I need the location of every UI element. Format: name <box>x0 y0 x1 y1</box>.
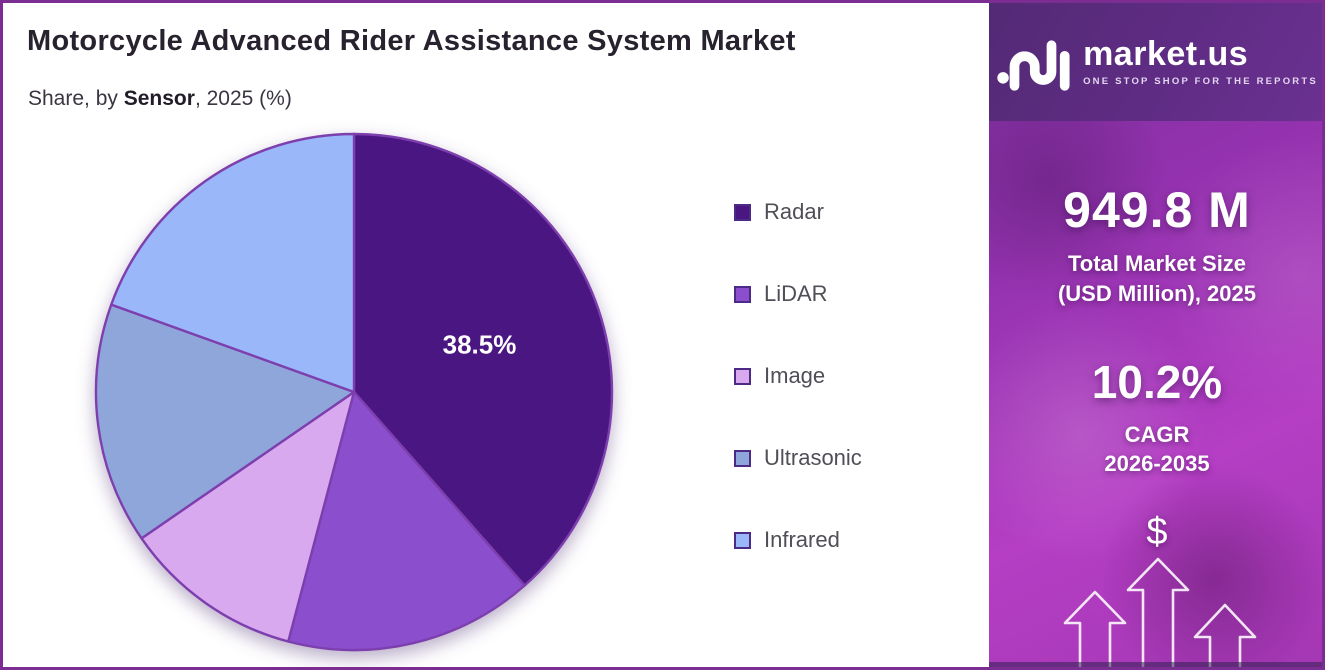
subtitle-prefix: Share, by <box>28 87 124 110</box>
legend-label: Infrared <box>764 527 840 552</box>
legend-swatch <box>734 449 751 467</box>
market-size-label: Total Market Size (USD Million), 2025 <box>989 249 1322 308</box>
pie-slice-ultrasonic <box>94 303 356 540</box>
legend-label: LiDAR <box>764 281 828 306</box>
dollar-icon: $ <box>1146 511 1168 553</box>
pie-slice-image <box>140 390 356 643</box>
sidebar-bottom-strip <box>989 662 1322 667</box>
legend-item-image: Image <box>734 363 862 389</box>
legend-swatch <box>734 285 751 303</box>
cagr-value: 10.2% <box>1091 356 1223 408</box>
pie-chart-svg: 38.5% <box>94 132 614 652</box>
legend-swatch <box>734 531 751 549</box>
market-size-label-line1: Total Market Size <box>1067 251 1247 276</box>
subtitle-emphasis: Sensor <box>123 87 195 110</box>
legend-item-radar: Radar <box>734 199 862 225</box>
brand-name: market.us <box>1083 35 1249 73</box>
legend-item-ultrasonic: Ultrasonic <box>734 445 862 471</box>
sidebar: market.us ONE STOP SHOP FOR THE REPORTS … <box>989 3 1322 667</box>
growth-arrows-graphic <box>1063 557 1257 667</box>
legend-swatch <box>734 367 751 385</box>
legend-swatch <box>734 203 751 221</box>
legend-item-lidar: LiDAR <box>734 281 862 307</box>
marketus-logo-icon <box>997 40 1070 91</box>
logo-band: market.us ONE STOP SHOP FOR THE REPORTS <box>989 3 1322 121</box>
brand-tagline: ONE STOP SHOP FOR THE REPORTS <box>1083 76 1318 87</box>
pie-slice-radar <box>352 132 614 587</box>
subtitle-suffix: , 2025 (%) <box>194 87 292 110</box>
pie-chart: 38.5% <box>87 125 621 659</box>
legend-item-infrared: Infrared <box>734 527 862 553</box>
chart-subtitle: Share, by Sensor, 2025 (%) <box>28 87 292 111</box>
market-size-value: 949.8 M <box>1063 182 1251 238</box>
cagr-label: CAGR 2026-2035 <box>989 421 1322 478</box>
market-size-label-line2: (USD Million), 2025 <box>1057 280 1257 306</box>
pie-data-label: 38.5% <box>443 330 517 360</box>
cagr-period: 2026-2035 <box>1104 450 1210 476</box>
pie-slice-lidar <box>287 390 526 652</box>
legend-label: Ultrasonic <box>764 445 862 470</box>
pie-slice-infrared <box>110 132 356 394</box>
legend: Radar LiDAR Image Ultrasonic Infrared <box>734 199 862 553</box>
legend-label: Radar <box>764 199 824 224</box>
legend-label: Image <box>764 363 826 388</box>
chart-title: Motorcycle Advanced Rider Assistance Sys… <box>27 25 796 57</box>
logo-text: market.us ONE STOP SHOP FOR THE REPORTS <box>1083 37 1318 87</box>
cagr-label-text: CAGR <box>1124 422 1190 447</box>
